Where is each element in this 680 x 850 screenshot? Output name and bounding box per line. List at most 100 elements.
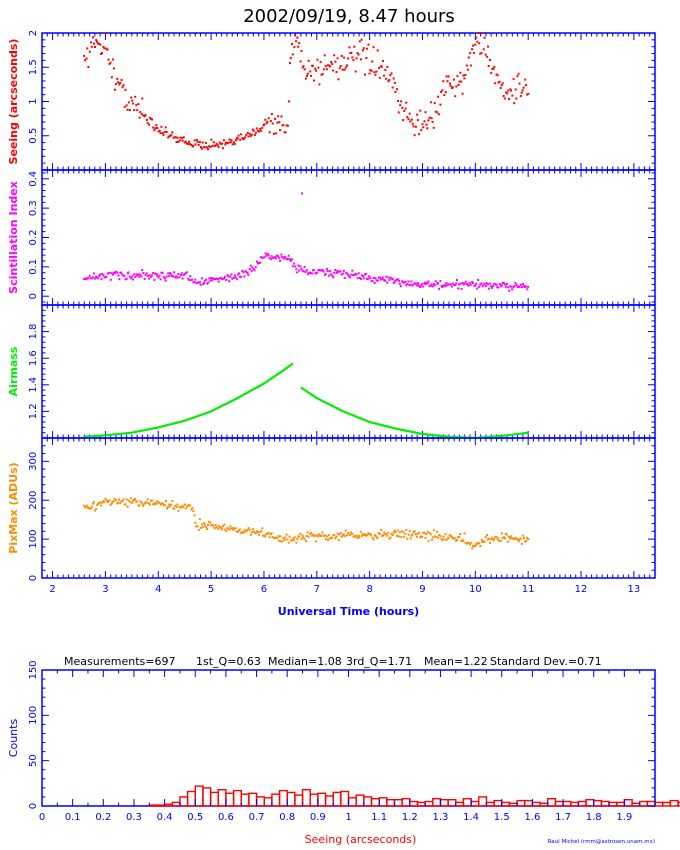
data-point [437,536,439,539]
data-point [188,279,191,282]
histogram-bar [485,801,495,807]
data-point [302,65,305,68]
data-point [339,270,342,273]
data-point [331,274,334,277]
data-point [294,265,297,268]
data-point [151,118,153,121]
data-point [501,537,504,540]
data-point [230,273,233,276]
histogram-bar [516,799,526,807]
data-point [461,538,464,541]
data-point [274,255,277,258]
data-point [273,537,276,540]
data-point [483,36,486,39]
data-point [335,271,338,274]
data-point [179,274,182,276]
data-point [122,498,125,501]
data-point [242,271,245,274]
data-point [211,279,214,282]
histogram-bar [225,792,235,807]
data-point [355,273,358,276]
data-point [297,264,300,267]
data-point [332,276,335,279]
data-point [108,63,111,65]
data-point [426,282,429,285]
histogram-bar [363,796,373,807]
data-point [306,531,309,534]
data-point [285,258,288,261]
data-point [333,271,336,274]
data-point [486,283,489,286]
data-point [368,275,371,278]
data-point [145,119,148,121]
data-point [129,109,131,112]
data-point [261,126,264,129]
data-point [388,278,391,281]
data-point [442,535,445,538]
histogram-bar [662,801,672,807]
data-point [484,536,487,539]
data-point [280,540,283,543]
data-point [335,535,338,538]
data-point [455,539,458,542]
data-point [85,504,88,507]
histogram-bar [593,799,603,807]
data-point [360,58,362,61]
data-point [143,277,146,280]
data-point [484,53,487,56]
data-point [311,64,314,67]
data-point [300,49,303,52]
data-point [440,90,443,93]
data-point [260,256,262,259]
data-point [509,537,512,540]
data-point [201,523,203,526]
data-point [105,276,108,279]
data-point [153,278,156,281]
data-point [342,533,345,536]
data-point [366,47,368,50]
data-point [394,531,397,533]
data-point [332,69,335,72]
data-point [491,536,494,539]
data-point [193,514,196,517]
data-point [408,112,411,115]
data-point [429,533,432,536]
data-point [237,273,240,276]
data-point [396,535,398,537]
data-point [486,55,489,58]
y-axis-label: Scintillation Index [7,181,20,294]
histogram-bar [370,798,380,807]
histogram-bar [271,793,281,807]
data-point [333,534,336,537]
data-point [246,132,249,134]
data-point [267,254,270,257]
histogram-bar [378,797,388,807]
data-point [449,283,452,286]
data-point [101,272,104,275]
data-point [362,275,365,278]
data-point [228,280,231,283]
data-point [197,144,200,146]
data-point [93,501,95,504]
data-point [162,276,165,279]
data-point [357,53,360,56]
data-point [513,102,516,105]
data-point [469,52,472,55]
data-point [224,143,227,146]
data-point [169,505,172,508]
data-point [516,75,519,78]
data-point [246,528,249,531]
data-point [231,277,234,280]
data-point [147,274,149,277]
data-point [203,282,206,285]
data-point [90,277,93,280]
data-point [233,142,236,145]
data-point [506,92,509,95]
histogram-bar [608,801,618,807]
data-point [502,282,505,284]
data-point [144,273,147,276]
data-point [460,539,463,542]
y-tick-label: 1 [28,98,39,104]
data-point [459,71,462,74]
